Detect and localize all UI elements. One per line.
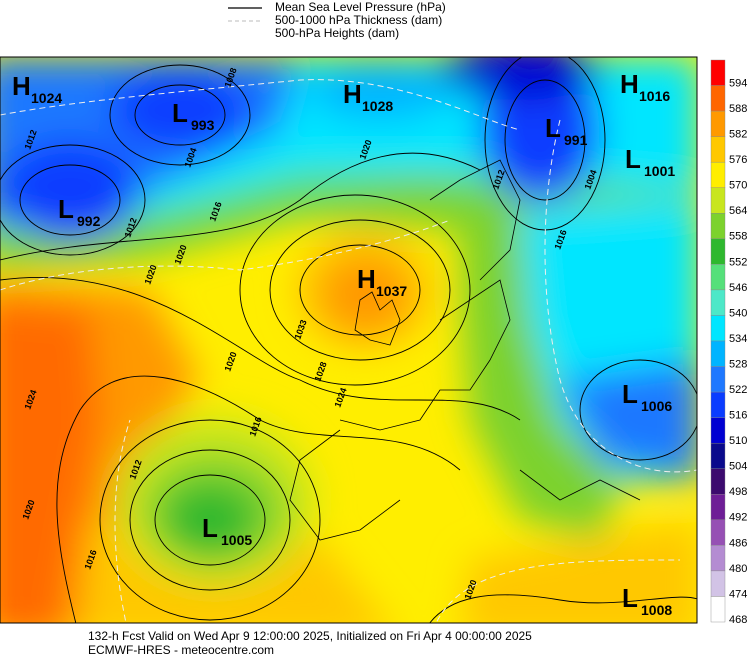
- colorbar-swatch: [710, 596, 726, 623]
- colorbar-swatch: [710, 315, 726, 342]
- center-letter: H: [357, 264, 376, 294]
- footer-source: ECMWF-HRES - meteocentre.com: [88, 643, 274, 657]
- colorbar-swatch: [710, 187, 726, 214]
- center-letter: L: [202, 513, 218, 543]
- colorbar-swatch: [710, 417, 726, 444]
- colorbar: 594 588 582 576 570 564 558 552 546 540 534 528 522 5…: [710, 59, 747, 626]
- center-letter: L: [545, 113, 561, 143]
- colorbar-label: 510: [729, 435, 747, 447]
- center-value: 1001: [644, 163, 675, 179]
- center-value: 1016: [639, 88, 670, 104]
- colorbar-swatch: [710, 545, 726, 572]
- center-letter: L: [622, 379, 638, 409]
- colorbar-label: 468: [729, 614, 747, 626]
- thickness-field: [0, 57, 697, 623]
- colorbar-swatch: [710, 264, 726, 291]
- colorbar-swatch: [710, 59, 726, 86]
- legend-label: 500-hPa Heights (dam): [275, 26, 399, 40]
- center-letter: H: [343, 79, 362, 109]
- colorbar-swatch: [710, 85, 726, 112]
- colorbar-label: 558: [729, 231, 747, 243]
- colorbar-label: 474: [729, 588, 747, 600]
- colorbar-label: 492: [729, 512, 747, 524]
- center-value: 992: [77, 213, 101, 229]
- center-value: 993: [191, 117, 215, 133]
- colorbar-label: 528: [729, 358, 747, 370]
- colorbar-label: 486: [729, 537, 747, 549]
- colorbar-label: 588: [729, 103, 747, 115]
- colorbar-label: 582: [729, 129, 747, 141]
- colorbar-swatch: [710, 136, 726, 163]
- colorbar-swatch: [710, 442, 726, 469]
- colorbar-label: 576: [729, 154, 747, 166]
- center-value: 1005: [221, 532, 252, 548]
- colorbar-swatch: [710, 391, 726, 418]
- colorbar-label: 480: [729, 563, 747, 575]
- center-letter: L: [625, 144, 641, 174]
- colorbar-swatch: [710, 340, 726, 367]
- colorbar-label: 570: [729, 180, 747, 192]
- colorbar-swatch: [710, 238, 726, 265]
- colorbar-swatch: [710, 468, 726, 495]
- colorbar-label: 594: [729, 77, 747, 89]
- colorbar-swatch: [710, 213, 726, 240]
- center-letter: H: [620, 69, 639, 99]
- colorbar-swatch: [710, 161, 726, 188]
- colorbar-swatch: [710, 289, 726, 316]
- thickness-lines: [0, 79, 697, 623]
- center-letter: L: [622, 583, 638, 613]
- colorbar-label: 522: [729, 384, 747, 396]
- colorbar-swatch: [710, 494, 726, 521]
- colorbar-label: 498: [729, 486, 747, 498]
- colorbar-label: 504: [729, 461, 747, 473]
- center-letter: L: [172, 98, 188, 128]
- center-value: 1028: [362, 98, 393, 114]
- colorbar-swatch: [710, 366, 726, 393]
- center-value: 1008: [641, 602, 672, 618]
- center-letter: H: [12, 71, 31, 101]
- center-value: 1024: [31, 90, 62, 106]
- colorbar-label: 546: [729, 282, 747, 294]
- footer-valid: 132-h Fcst Valid on Wed Apr 9 12:00:00 2…: [88, 629, 532, 643]
- colorbar-swatch: [710, 519, 726, 546]
- center-value: 991: [564, 132, 588, 148]
- coastlines: [289, 159, 641, 541]
- center-value: 1037: [376, 283, 407, 299]
- colorbar-swatch: [710, 110, 726, 137]
- colorbar-swatch: [710, 570, 726, 597]
- colorbar-label: 516: [729, 410, 747, 422]
- colorbar-label: 564: [729, 205, 747, 217]
- legend-label: Mean Sea Level Pressure (hPa): [275, 0, 446, 14]
- isobars: [0, 57, 697, 623]
- colorbar-label: 540: [729, 307, 747, 319]
- colorbar-label: 534: [729, 333, 747, 345]
- center-value: 1006: [641, 398, 672, 414]
- legend-label: 500-1000 hPa Thickness (dam): [275, 13, 442, 27]
- center-letter: L: [58, 194, 74, 224]
- colorbar-label: 552: [729, 256, 747, 268]
- map-frame: [0, 56, 698, 624]
